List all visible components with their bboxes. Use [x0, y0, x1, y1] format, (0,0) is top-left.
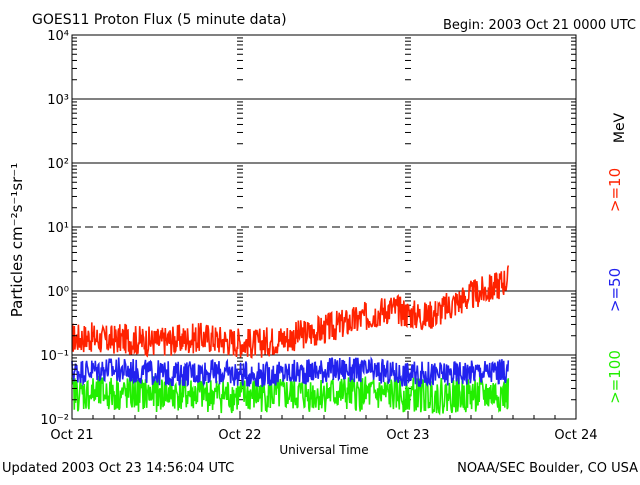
- x-tick-label: Oct 21: [50, 428, 93, 443]
- legend-unit: MeV: [612, 112, 628, 143]
- y-tick-label: 10⁻¹: [40, 349, 69, 364]
- y-axis-label: Particles cm⁻²s⁻¹sr⁻¹: [8, 163, 26, 317]
- series-line: [71, 356, 510, 387]
- x-tick-label: Oct 24: [554, 428, 597, 443]
- series-layer: [71, 265, 510, 416]
- x-axis-label: Universal Time: [279, 443, 368, 457]
- legend: MeV >=10 >=50 >=100: [606, 112, 628, 403]
- gridlines: [72, 37, 576, 401]
- begin-time: Begin: 2003 Oct 21 0000 UTC: [443, 18, 636, 33]
- series-line: [71, 374, 510, 416]
- y-tick-label: 10⁴: [47, 29, 69, 44]
- legend-entry: >=50: [606, 268, 624, 312]
- x-tick-label: Oct 22: [218, 428, 261, 443]
- x-tick-label: Oct 23: [386, 428, 429, 443]
- y-tick-label: 10⁰: [47, 285, 69, 300]
- y-tick-label: 10¹: [47, 221, 69, 236]
- y-tick-label: 10⁻²: [40, 413, 69, 428]
- updated-time: Updated 2003 Oct 23 14:56:04 UTC: [2, 461, 234, 476]
- legend-entry: >=100: [606, 350, 624, 404]
- series-line: [71, 265, 510, 359]
- y-tick-label: 10²: [47, 157, 69, 172]
- y-tick-label: 10³: [47, 93, 69, 108]
- chart-title: GOES11 Proton Flux (5 minute data): [32, 12, 287, 28]
- legend-entry: >=10: [606, 168, 624, 212]
- credit-text: NOAA/SEC Boulder, CO USA: [457, 461, 638, 476]
- axis-layer: 10⁻² 10⁻¹ 10⁰ 10¹ 10² 10³ 10⁴ Oct 21 Oct 22 Oct 2…: [40, 29, 597, 443]
